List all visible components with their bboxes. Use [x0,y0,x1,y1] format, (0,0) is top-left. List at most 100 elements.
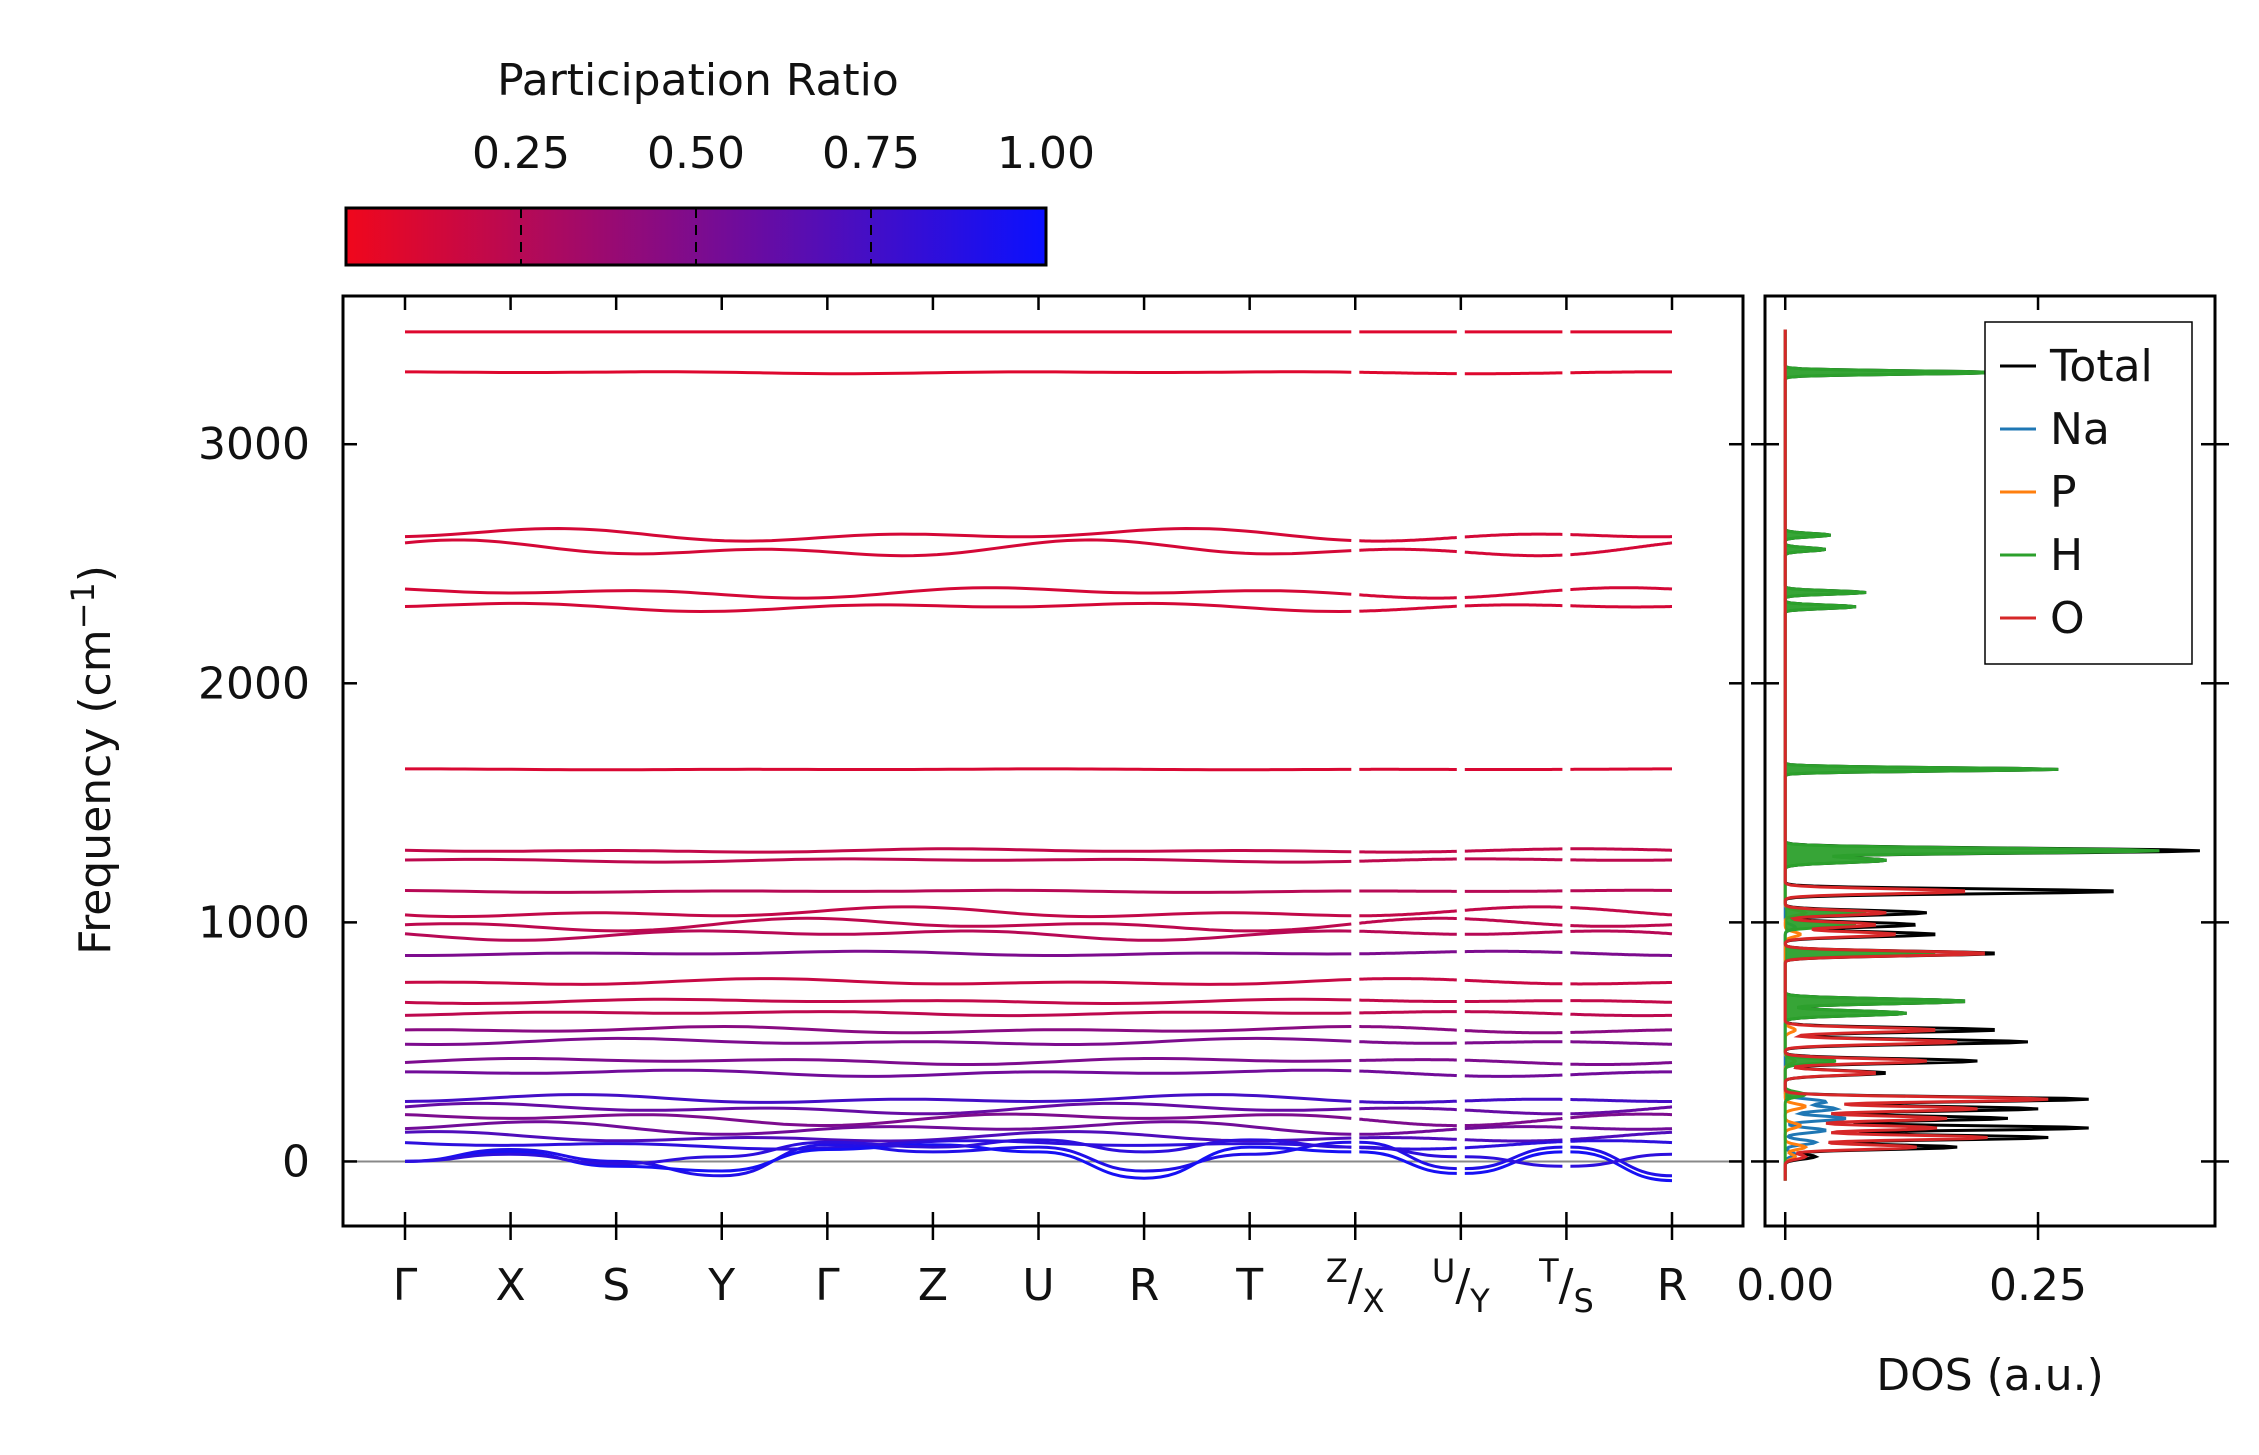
band-line [405,1068,1352,1078]
band-line [1359,547,1457,554]
band-panel-frame [341,294,1745,1228]
frequency-tick-label: 3000 [198,419,310,470]
band-line [1570,533,1672,539]
band-line [1464,999,1563,1003]
band-line [1570,1139,1673,1145]
band-line [1359,909,1457,918]
frequency-tick-label: 1000 [198,897,310,948]
acoustic-branch [1359,1145,1457,1159]
band-line [1464,917,1563,927]
kpath-label-subscript: Y [1469,1282,1490,1320]
band-line [405,767,1352,772]
band-line [1464,930,1563,936]
band-line [404,905,1352,919]
band-line [1359,857,1457,863]
band-line [1570,999,1673,1004]
kpath-label: Γ [815,1260,840,1311]
band-line [1464,1010,1563,1016]
band-line [404,526,1352,543]
kpath-label: U/Y [1432,1252,1490,1320]
kpath-label: R [1129,1260,1160,1311]
band-line [1464,1097,1563,1103]
band-line [1570,923,1673,928]
band-line [1464,889,1563,893]
band-line [404,929,1352,942]
band-line [1359,916,1457,925]
legend-items: Total Na PHO [2000,341,2153,644]
frequency-tick-label: 2000 [198,658,310,709]
band-line [404,1112,1352,1127]
band-line [1359,604,1457,613]
band-line [405,370,1352,376]
kpath-label: T [1235,1260,1263,1311]
colorbar-tick-label: 0.25 [472,128,570,179]
band-line [1359,998,1457,1003]
band-line [404,1101,1352,1116]
band-line [404,1036,1352,1046]
band-line [1464,371,1563,376]
band-line [1570,929,1673,936]
colorbar-tick-label: 0.75 [822,128,920,179]
colorbar-tick-label: 1.00 [997,128,1095,179]
legend-label-h: H [2050,530,2083,581]
band-line [1464,1140,1563,1150]
dos-curve-o [1783,329,2049,1181]
band-line [1570,1012,1672,1018]
acoustic-branch [404,1138,1352,1166]
dos-tick-label: 0.25 [1989,1260,2087,1311]
band-line [1570,1105,1673,1116]
band-line [404,916,1352,933]
band-line [1464,847,1563,853]
band-line [1464,1108,1563,1116]
band-line [1570,604,1672,609]
band-line [1359,370,1457,376]
band-line [1464,588,1563,599]
dos-tick-label: 0.00 [1736,1260,1834,1311]
kpath-label-main: / [1455,1260,1470,1311]
kpath-label: X [496,1260,526,1311]
kpath-label: U [1022,1260,1054,1311]
band-line [1464,1125,1563,1131]
band-line [404,1093,1352,1104]
band-line [1570,1130,1673,1141]
band-line [1359,1058,1457,1062]
dos-axis-label: DOS (a.u.) [1876,1350,2104,1401]
band-line [1570,370,1672,375]
kpath-label-main: / [1348,1260,1363,1311]
ylabel-text: Frequency (cm [70,629,121,955]
colorbar-tick-label: 0.50 [647,128,745,179]
band-line [1570,1126,1673,1131]
kpath-label-main: / [1559,1260,1574,1311]
band-line [1464,1058,1563,1066]
band-line [1359,1136,1457,1141]
acoustic-branch [1464,1155,1563,1168]
band-line [1464,978,1563,986]
kpath-label: Y [707,1260,735,1311]
band-line [404,997,1352,1005]
phonon-bands [404,330,1673,1183]
colorbar-tick-labels: 0.25 0.50 0.75 1.00 [472,128,1095,179]
dos-curve-na [1783,329,1847,1181]
band-line [404,1057,1352,1066]
dos-panel-frame [1763,294,2217,1228]
band-line [1464,603,1563,608]
band-line [1570,586,1673,591]
acoustic-branch [1359,1150,1457,1175]
band-line [1464,550,1563,558]
kpath-label-slash: / [1455,1260,1470,1311]
band-line [1464,1116,1563,1127]
dos-panel: 0.00 0.25 DOS (a.u.) Total Na PHO [1736,294,2217,1401]
kpath-label-slash: / [1559,1260,1574,1311]
band-line [1464,1029,1563,1035]
kpath-label: T/S [1538,1252,1594,1320]
band-line [404,586,1352,600]
band-line [1359,1010,1457,1015]
kpath-label: Z [918,1260,948,1311]
band-line [1570,1070,1672,1077]
acoustic-branch [1570,1152,1673,1168]
colorbar: Participation Ratio 0.25 0.50 0.75 1.00 [344,55,1095,267]
band-line [1359,536,1457,543]
band-line [404,1120,1352,1136]
kpath-label-subscript: S [1573,1282,1593,1320]
kpath-ticks: Γ X S Y Γ Z U R T Z/XU/YT/S R [393,296,1687,1320]
